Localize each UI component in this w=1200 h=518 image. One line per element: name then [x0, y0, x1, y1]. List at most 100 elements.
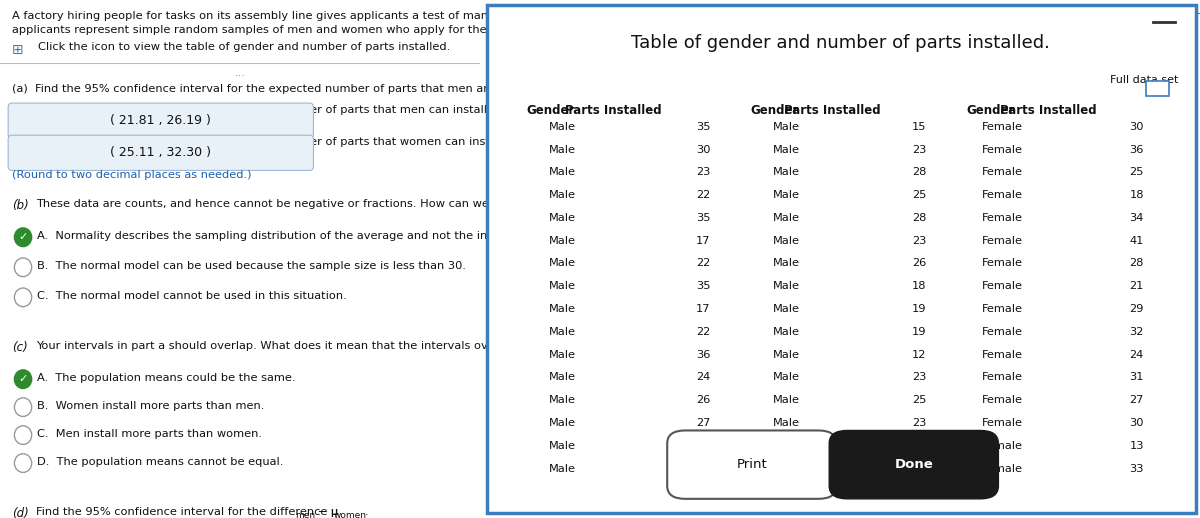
Text: ( 25.11 , 32.30 ): ( 25.11 , 32.30 ) [110, 146, 211, 160]
Text: 36: 36 [1129, 145, 1144, 154]
FancyBboxPatch shape [8, 135, 313, 170]
Circle shape [14, 228, 31, 247]
Text: 36: 36 [912, 464, 926, 473]
Text: 13: 13 [1129, 441, 1144, 451]
Text: A factory hiring people for tasks on its assembly line gives applicants a test o: A factory hiring people for tasks on its… [12, 11, 1200, 21]
Text: Male: Male [773, 213, 799, 223]
Text: 28: 28 [1129, 258, 1144, 268]
Text: Male: Male [550, 464, 576, 473]
Text: 15: 15 [912, 122, 926, 132]
Text: Female: Female [982, 418, 1022, 428]
Text: 26: 26 [912, 258, 926, 268]
Text: Male: Male [773, 304, 799, 314]
Text: Male: Male [773, 350, 799, 359]
Text: C.  Men install more parts than women.: C. Men install more parts than women. [37, 429, 263, 439]
Text: 34: 34 [1129, 213, 1144, 223]
Text: The 95% confidence interval for the expected number of parts that women can inst: The 95% confidence interval for the expe… [12, 137, 520, 147]
Text: Male: Male [550, 372, 576, 382]
Circle shape [14, 258, 31, 277]
Text: Gender: Gender [527, 104, 575, 117]
Text: Print: Print [737, 458, 767, 471]
Text: ···: ··· [234, 71, 246, 81]
Text: 25: 25 [912, 190, 926, 200]
Text: 22: 22 [696, 190, 710, 200]
Text: 22: 22 [696, 258, 710, 268]
Text: Full data set: Full data set [1110, 75, 1178, 85]
Text: Female: Female [982, 464, 1022, 473]
Circle shape [14, 288, 31, 307]
Text: 17: 17 [696, 236, 710, 246]
Text: ✓: ✓ [18, 232, 28, 242]
Text: Male: Male [550, 236, 576, 246]
FancyBboxPatch shape [667, 430, 836, 499]
Text: Female: Female [982, 372, 1022, 382]
Text: 18: 18 [912, 281, 926, 291]
FancyBboxPatch shape [1146, 81, 1169, 96]
Text: (d): (d) [12, 507, 29, 518]
Text: 17: 17 [696, 304, 710, 314]
Text: 27: 27 [696, 464, 710, 473]
Text: (c): (c) [12, 341, 28, 354]
Text: 21: 21 [912, 441, 926, 451]
Text: Parts Installed: Parts Installed [565, 104, 661, 117]
Text: The 95% confidence interval for the expected number of parts that men can instal: The 95% confidence interval for the expe… [12, 105, 503, 114]
Text: ( 21.81 , 26.19 ): ( 21.81 , 26.19 ) [110, 114, 211, 127]
Text: 35: 35 [696, 122, 710, 132]
Text: Male: Male [773, 236, 799, 246]
Text: 18: 18 [696, 441, 710, 451]
Text: Male: Male [773, 258, 799, 268]
Text: Female: Female [982, 327, 1022, 337]
Text: Male: Male [550, 213, 576, 223]
Text: Male: Male [550, 145, 576, 154]
Text: 23: 23 [696, 167, 710, 177]
Text: Table of gender and number of parts installed.: Table of gender and number of parts inst… [630, 34, 1050, 52]
Text: 31: 31 [1129, 372, 1144, 382]
Text: 12: 12 [912, 350, 926, 359]
Text: Male: Male [550, 304, 576, 314]
Text: Female: Female [982, 122, 1022, 132]
Text: Female: Female [982, 304, 1022, 314]
Text: Male: Male [550, 122, 576, 132]
Text: Male: Male [550, 190, 576, 200]
Text: Parts Installed: Parts Installed [785, 104, 881, 117]
Text: Male: Male [550, 350, 576, 359]
Text: Female: Female [982, 258, 1022, 268]
Text: 23: 23 [912, 145, 926, 154]
Text: Male: Male [550, 395, 576, 405]
Text: Female: Female [982, 167, 1022, 177]
Text: Male: Male [773, 167, 799, 177]
Text: Male: Male [550, 281, 576, 291]
Text: − μ: − μ [314, 507, 338, 516]
Text: 35: 35 [696, 213, 710, 223]
Text: Female: Female [766, 464, 806, 473]
Text: 19: 19 [912, 304, 926, 314]
Text: 28: 28 [912, 167, 926, 177]
Text: 23: 23 [912, 372, 926, 382]
Text: 30: 30 [696, 145, 710, 154]
FancyBboxPatch shape [8, 103, 313, 138]
Text: 18: 18 [1129, 190, 1144, 200]
Text: 24: 24 [696, 372, 710, 382]
Text: Male: Male [773, 190, 799, 200]
Text: 23: 23 [912, 236, 926, 246]
Text: Gender: Gender [750, 104, 798, 117]
Text: 35: 35 [696, 281, 710, 291]
Text: 27: 27 [696, 418, 710, 428]
Text: Parts Installed: Parts Installed [1001, 104, 1097, 117]
Text: (b): (b) [12, 199, 29, 212]
Text: Female: Female [982, 213, 1022, 223]
Text: A.  Normality describes the sampling distribution of the average and not the ind: A. Normality describes the sampling dist… [37, 231, 536, 241]
Text: 29: 29 [1129, 304, 1144, 314]
Text: Male: Male [773, 441, 799, 451]
Text: B.  The normal model can be used because the sample size is less than 30.: B. The normal model can be used because … [37, 261, 467, 271]
Text: Male: Male [773, 281, 799, 291]
FancyBboxPatch shape [487, 5, 1196, 513]
Text: Male: Male [550, 441, 576, 451]
Text: ⊞: ⊞ [12, 42, 24, 56]
Text: 33: 33 [1129, 464, 1144, 473]
Text: Male: Male [773, 372, 799, 382]
Text: Male: Male [773, 122, 799, 132]
Text: Male: Male [773, 327, 799, 337]
Text: 23: 23 [912, 418, 926, 428]
Text: Female: Female [982, 441, 1022, 451]
